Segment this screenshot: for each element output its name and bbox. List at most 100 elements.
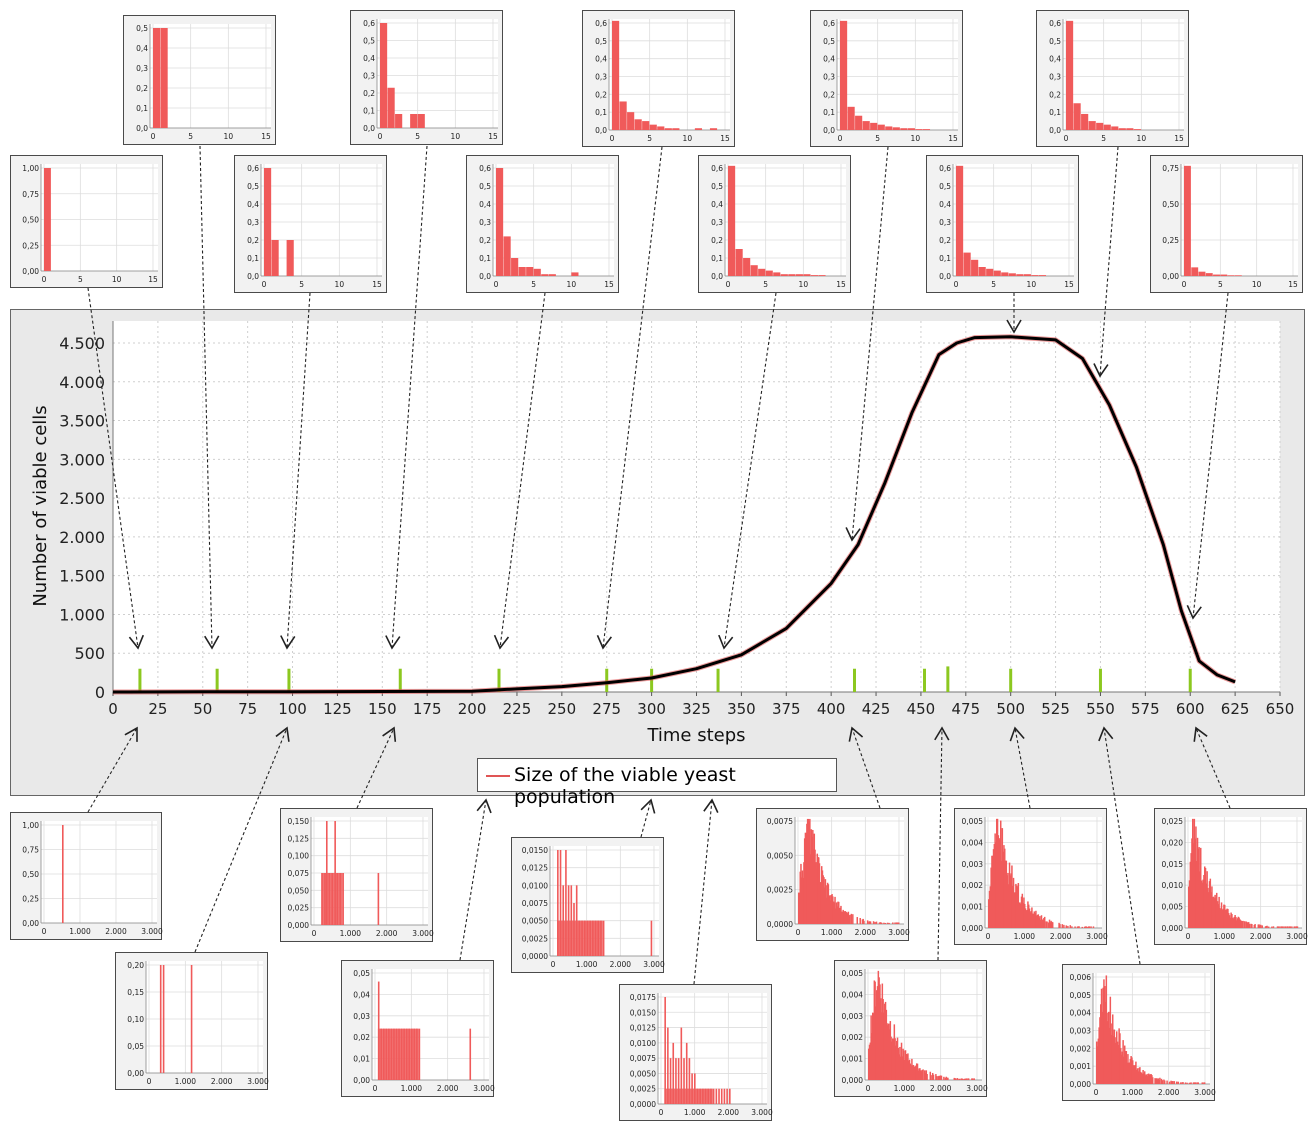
inset-hist-bar — [1051, 921, 1053, 928]
inset-x-tick-label: 3.000 — [751, 1108, 773, 1117]
inset-y-tick-label: 0,001 — [1070, 1062, 1092, 1071]
inset-hist-bar — [1129, 1058, 1132, 1084]
bottom-inset-5: 0,0000 0,0025 0,0050 0,0075 0,0100 0,0125 0,01… — [511, 837, 665, 973]
inset-y-tick-label: 0,0100 — [630, 1039, 656, 1048]
inset-bar — [971, 259, 979, 276]
inset-block — [377, 1028, 419, 1080]
top-inset-8: 0,0 0,1 0,2 0,3 0,4 0,5 0,6 0 5 10 15 — [810, 10, 963, 147]
inset-hist-bar — [1219, 907, 1221, 928]
inset-hist-bar — [1177, 1081, 1180, 1084]
y-tick-label: 4.000 — [59, 373, 105, 392]
inset-y-tick-label: 0,0050 — [767, 851, 793, 860]
bottom-inset-11: 0,000 0,005 0,010 0,015 0,020 0,025 0 1.000 2.00… — [1154, 808, 1308, 945]
inset-hist-bar — [1085, 926, 1088, 928]
inset-y-tick-label: 0,1 — [939, 254, 951, 263]
inset-x-tick-label: 0 — [1186, 932, 1191, 941]
inset-hist-bar — [896, 1037, 899, 1080]
inset-hist-bar — [1039, 916, 1041, 928]
inset-y-tick-label: 0,0100 — [522, 881, 548, 890]
inset-bar — [1198, 271, 1206, 276]
inset-bar — [264, 168, 272, 276]
inset-hist-bar — [1208, 881, 1211, 928]
inset-hist-bar — [931, 1072, 934, 1080]
inset-plot: 0,000 0,025 0,050 0,075 0,100 0,125 0,150 0 1.00… — [288, 817, 434, 938]
inset-x-tick-label: 5 — [763, 280, 768, 289]
inset-y-tick-label: 0,00 — [127, 1069, 144, 1078]
inset-hist-bar — [1033, 911, 1036, 928]
dashed-arrow — [194, 726, 290, 953]
x-tick-label: 525 — [1041, 700, 1070, 718]
inset-y-tick-label: 0,4 — [939, 200, 951, 209]
inset-bar — [780, 274, 788, 276]
dashed-arrow — [845, 146, 889, 542]
inset-hist-bar — [935, 1074, 937, 1080]
x-tick-label: 500 — [996, 700, 1025, 718]
inset-x-tick-label: 0 — [494, 280, 499, 289]
inset-hist-bar — [1181, 1082, 1184, 1084]
inset-hist-bar — [911, 1065, 914, 1080]
inset-plot: 0,000 0,001 0,002 0,003 0,004 0,005 0,006 0 1.00… — [1070, 973, 1216, 1097]
inset-y-tick-label: 0,01 — [353, 1055, 370, 1064]
inset-hist-bar — [1058, 922, 1060, 928]
bottom-inset-3: 0,000 0,025 0,050 0,075 0,100 0,125 0,150 0 1.00… — [280, 808, 434, 942]
inset-hist-bar — [1235, 920, 1238, 928]
inset-spike — [685, 1042, 688, 1104]
dashed-arrow — [199, 145, 220, 650]
x-tick-label: 650 — [1266, 700, 1295, 718]
inset-hist-bar — [1015, 885, 1018, 928]
dashed-arrow — [848, 726, 881, 809]
inset-hist-bar — [961, 1078, 964, 1080]
inset-x-tick-label: 1.000 — [821, 928, 843, 937]
inset-hist-bar — [1237, 916, 1240, 928]
inset-bar — [571, 272, 579, 276]
inset-hist-bar — [863, 920, 865, 924]
inset-spike — [565, 850, 567, 956]
inset-hist-bar — [1186, 1082, 1188, 1084]
inset-y-tick-label: 0,0 — [939, 272, 951, 281]
inset-plot: 0,00 0,01 0,02 0,03 0,04 0,05 0 1.000 2.000 3.000 — [353, 969, 495, 1093]
inset-spike — [469, 1028, 472, 1080]
inset-y-tick-label: 0,0 — [363, 124, 375, 133]
inset-x-tick-label: 1.000 — [175, 1077, 197, 1086]
inset-hist-bar — [1188, 880, 1191, 928]
inset-plot: 0,0000 0,0025 0,0050 0,0075 0 1.000 2.000 3.000 — [767, 817, 910, 937]
inset-x-tick-label: 10 — [567, 280, 577, 289]
inset-hist-bar — [945, 1076, 948, 1080]
inset-plot: 0,00 0,25 0,50 0,75 1,00 0 5 10 15 — [22, 164, 158, 284]
inset-hist-bar — [887, 1025, 889, 1080]
inset-hist-bar — [1138, 1067, 1140, 1084]
inset-hist-bar — [1098, 1027, 1100, 1084]
inset-hist-bar — [1123, 1045, 1126, 1084]
inset-hist-bar — [1277, 926, 1280, 928]
inset-hist-bar — [1081, 926, 1084, 928]
inset-bar — [612, 20, 620, 130]
inset-x-tick-label: 5 — [875, 134, 880, 143]
dashed-arrow — [596, 146, 663, 650]
inset-y-tick-label: 0,0075 — [767, 817, 793, 826]
inset-y-tick-label: 0,5 — [595, 37, 607, 46]
inset-bar — [286, 240, 294, 276]
inset-bar — [1016, 274, 1024, 276]
inset-hist-bar — [1003, 848, 1006, 928]
inset-y-tick-label: 0,3 — [595, 73, 607, 82]
inset-block — [321, 873, 343, 925]
inset-y-tick-label: 0,0150 — [522, 846, 548, 855]
inset-x-tick-label: 1.000 — [1122, 1088, 1144, 1097]
inset-x-tick-label: 15 — [836, 280, 846, 289]
inset-spike — [680, 1027, 683, 1104]
inset-bar — [818, 275, 826, 276]
dashed-arrow — [87, 726, 138, 813]
inset-x-tick-label: 0 — [1182, 280, 1187, 289]
inset-y-tick-label: 0,00 — [22, 267, 39, 276]
inset-bar — [855, 115, 863, 130]
inset-bar — [548, 274, 556, 276]
inset-hist-bar — [1007, 872, 1009, 928]
inset-hist-bar — [1225, 909, 1228, 928]
bottom-inset-4: 0,00 0,01 0,02 0,03 0,04 0,05 0 1.000 2.000 3.000 — [341, 960, 495, 1097]
inset-bar — [1213, 274, 1220, 276]
inset-hist-bar — [910, 1065, 912, 1080]
inset-hist-bar — [1009, 875, 1012, 928]
inset-hist-bar — [883, 1012, 885, 1080]
inset-hist-bar — [1121, 1051, 1124, 1084]
